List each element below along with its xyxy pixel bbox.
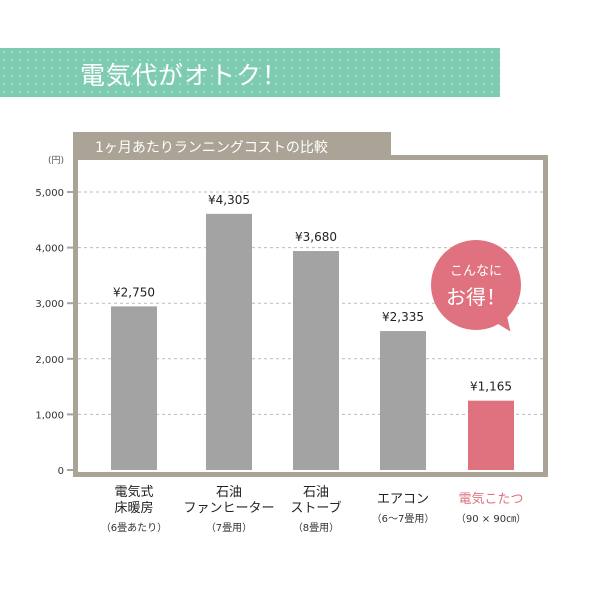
bar [111, 306, 157, 470]
bar-value-label: ¥2,750 [113, 285, 155, 299]
y-tick-label: 4,000 [35, 244, 64, 255]
category-label: 石油 ファンヒーター （7畳用） [169, 485, 289, 537]
category-note: （7畳用） [205, 523, 253, 534]
banner-title: 電気代がオトク！ [80, 61, 289, 90]
bar-value-label: ¥4,305 [208, 193, 250, 207]
bar [380, 331, 426, 470]
chart-title: 1ヶ月あたりランニングコストの比較 [73, 132, 391, 159]
y-tick-label: 5,000 [35, 188, 64, 199]
category-note: （8畳用） [292, 523, 340, 534]
category-note: （6畳あたり） [100, 523, 168, 534]
bar-value-label: ¥2,335 [382, 310, 424, 324]
y-tick-label: 0 [58, 466, 64, 477]
y-tick-label: 1,000 [35, 410, 64, 421]
category-label: 電気式 床暖房 （6畳あたり） [74, 485, 194, 537]
category-label: 石油 ストーブ （8畳用） [256, 485, 376, 537]
category-name: 電気こたつ [458, 492, 524, 507]
bar [293, 251, 339, 470]
category-name: 電気式 床暖房 [114, 485, 154, 516]
category-note: （90 × 90㎝） [455, 514, 527, 525]
y-axis-label: (円) [48, 155, 64, 166]
bar-value-label: ¥1,165 [470, 380, 512, 394]
y-tick-label: 3,000 [35, 299, 64, 310]
title-banner: 電気代がオトク！ [0, 48, 500, 97]
callout-bubble: こんなにお得！ [431, 240, 521, 330]
category-label: 電気こたつ （90 × 90㎝） [431, 492, 551, 528]
category-name: 石油 ファンヒーター [183, 485, 275, 516]
category-label: エアコン （6〜7畳用） [343, 492, 463, 528]
callout-line1: こんなに [449, 264, 502, 279]
bar-value-label: ¥3,680 [295, 230, 337, 244]
bar [468, 400, 514, 470]
category-note: （6〜7畳用） [371, 514, 435, 525]
category-name: 石油 ストーブ [290, 485, 342, 516]
bar [206, 213, 252, 471]
category-name: エアコン [376, 492, 429, 507]
y-tick-label: 2,000 [35, 355, 64, 366]
callout-line2: お得！ [446, 285, 506, 309]
chart-frame [73, 155, 548, 477]
